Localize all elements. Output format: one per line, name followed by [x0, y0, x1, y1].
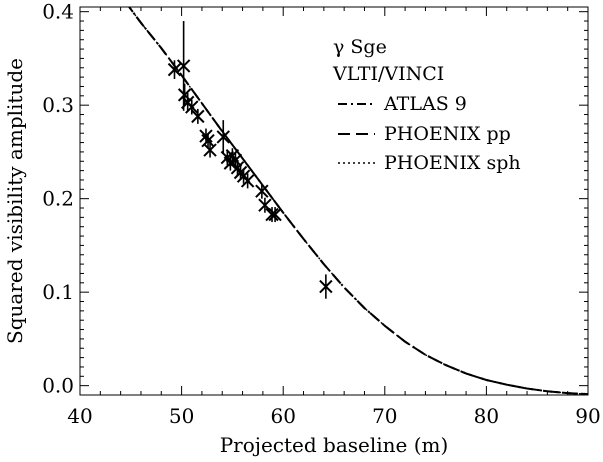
legend-header-instrument: VLTI/VINCI: [332, 63, 444, 85]
data-point: [203, 142, 217, 158]
legend-label-phoenix-sph: PHOENIX sph: [384, 152, 521, 174]
data-point: [177, 83, 192, 107]
data-point: [255, 183, 269, 199]
data-point: [240, 173, 255, 189]
y-tick-label: 0.4: [42, 0, 74, 24]
x-tick-label: 40: [67, 404, 92, 428]
y-tick-label: 0.3: [42, 93, 74, 117]
data-point: [268, 207, 282, 223]
plot-frame: [79, 6, 589, 396]
data-point: [167, 60, 182, 79]
data-point: [191, 108, 205, 124]
data-point: [199, 128, 213, 144]
x-tick-label: 70: [372, 404, 397, 428]
x-tick-label: 60: [270, 404, 295, 428]
y-tick-label: 0.1: [42, 280, 74, 304]
x-axis-label: Projected baseline (m): [220, 433, 449, 457]
data-point: [201, 133, 215, 149]
x-tick-label: 80: [474, 404, 499, 428]
data-point: [319, 274, 333, 299]
model-curves: [127, 7, 588, 395]
model-curve-phoenix-pp: [127, 7, 588, 395]
legend-label-atlas9: ATLAS 9: [383, 93, 467, 115]
model-curve-atlas-9: [127, 7, 588, 395]
legend: γ Sge VLTI/VINCI ATLAS 9 PHOENIX pp PHOE…: [332, 36, 521, 174]
axis-ticks: 40 50 60 70 80 90 0.0 0.1 0.2 0.3 0.4: [42, 0, 601, 428]
y-axis-label: Squared visibility amplitude: [3, 58, 27, 344]
data-point: [265, 207, 279, 223]
y-tick-label: 0.2: [42, 187, 74, 211]
data-point: [185, 99, 199, 115]
data-point: [216, 120, 230, 154]
data-points: [167, 21, 333, 299]
x-tick-label: 50: [169, 404, 194, 428]
x-tick-label: 90: [575, 404, 600, 428]
y-tick-label: 0.0: [42, 374, 74, 398]
legend-label-phoenix-pp: PHOENIX pp: [384, 123, 511, 145]
model-curve-phoenix-sph: [128, 7, 588, 395]
legend-header-star: γ Sge: [333, 36, 387, 58]
